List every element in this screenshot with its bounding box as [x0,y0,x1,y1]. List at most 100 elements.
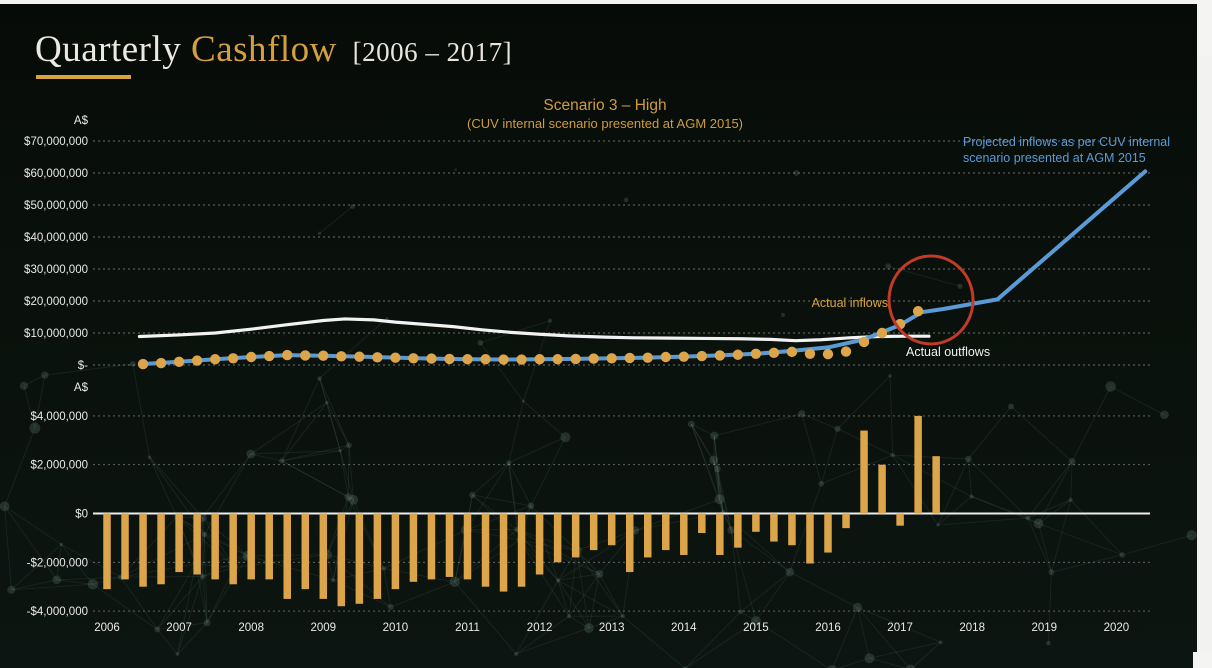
x-tick-label: 2020 [1104,622,1130,634]
plexus-node [477,339,484,346]
top-axis-unit-label: A$ [73,115,88,127]
plexus-line [92,583,158,630]
cashflow-bar [662,513,670,551]
plexus-line [691,423,715,437]
x-tick-label: 2006 [94,622,120,634]
plexus-line [515,580,559,655]
plexus-line [508,462,532,507]
actual-inflow-dot [264,350,275,362]
cashflow-bar [247,513,255,580]
plexus-node [957,283,963,289]
top-chart-subtitle: (CUV internal scenario presented at AGM … [466,116,744,131]
plexus-line [281,444,350,462]
plexus-node [203,619,211,627]
plexus-line [530,505,559,581]
plexus-node [317,231,322,236]
plexus-line [821,454,893,485]
plexus-line [722,511,732,531]
plexus-line [968,458,1029,519]
cashflow-bar [211,513,219,580]
cashflow-bar [373,513,382,599]
plexus-line [149,456,204,518]
plexus-line [837,657,870,668]
plexus-line [684,611,741,668]
plexus-line [157,622,208,630]
plexus-node [938,640,943,645]
actual-inflow-dot [336,351,347,362]
plexus-line [837,375,891,430]
actual-inflow-dot [768,347,780,359]
cashflow-bar [337,513,346,607]
actual-inflow-dot [750,348,762,359]
plexus-line [971,496,1039,524]
plexus-line [911,641,942,668]
plexus-line [568,615,590,629]
plexus-line [576,550,590,629]
plexus-node [338,448,342,453]
plexus-line [508,462,520,541]
plexus-node [710,431,719,440]
plexus-line [1122,534,1192,556]
page-margin-top [0,0,1212,4]
plexus-line [56,579,93,585]
plexus-line [319,378,350,446]
plexus-node [19,381,28,390]
plexus-line [713,459,724,513]
plexus-line [472,494,520,541]
top-y-tick-label: $50,000,000 [24,200,88,212]
cashflow-bar [229,513,237,585]
plexus-line [281,378,321,462]
plexus-line [714,413,802,437]
plexus-line [149,457,178,518]
plexus-line [557,580,570,617]
actual-inflow-dot [426,353,437,364]
plexus-node [969,494,974,499]
plexus-line [690,423,724,513]
plexus-line [557,580,624,617]
plexus-line [598,573,624,617]
plexus-node [780,312,786,318]
plexus-node [199,573,206,580]
plexus-line [250,402,328,455]
cashflow-bar [842,513,850,529]
plexus-line [588,573,600,629]
plexus-line [530,437,566,507]
plexus-line [1027,517,1039,524]
plexus-node [1048,569,1055,576]
x-tick-label: 2011 [455,622,480,634]
cashflow-bar [157,513,165,585]
plexus-line [34,374,46,429]
plexus-node [381,566,387,571]
cashflow-bar [445,513,454,577]
plexus-node [906,664,916,668]
plexus-node [965,455,972,463]
plexus-line [937,517,1028,526]
x-tick-label: 2017 [887,622,913,634]
plexus-node [556,578,561,583]
plexus-line [508,462,518,530]
plexus-line [516,529,577,552]
actual-inflow-dot [534,354,545,365]
plexus-line [326,402,350,446]
plexus-line [522,400,566,438]
plexus-node [793,169,800,176]
plexus-node [527,502,535,510]
plexus-node [738,609,743,615]
actual-inflow-dot [408,353,419,364]
actual-inflow-dot [678,351,689,362]
plexus-line [203,534,208,623]
plexus-line [472,462,510,496]
plexus-line [202,453,252,518]
plexus-node [175,652,180,657]
actual-inflow-dot [462,354,473,365]
actual-inflow-dot [822,348,834,360]
plexus-line [588,615,623,629]
plexus-line [250,453,282,462]
plexus-line [1047,572,1052,644]
plexus-line [202,534,205,577]
top-y-tick-label: $10,000,000 [24,328,88,340]
plexus-line [716,468,732,531]
plexus-line [968,406,1012,460]
x-tick-label: 2018 [959,622,985,634]
plexus-node [59,542,63,547]
